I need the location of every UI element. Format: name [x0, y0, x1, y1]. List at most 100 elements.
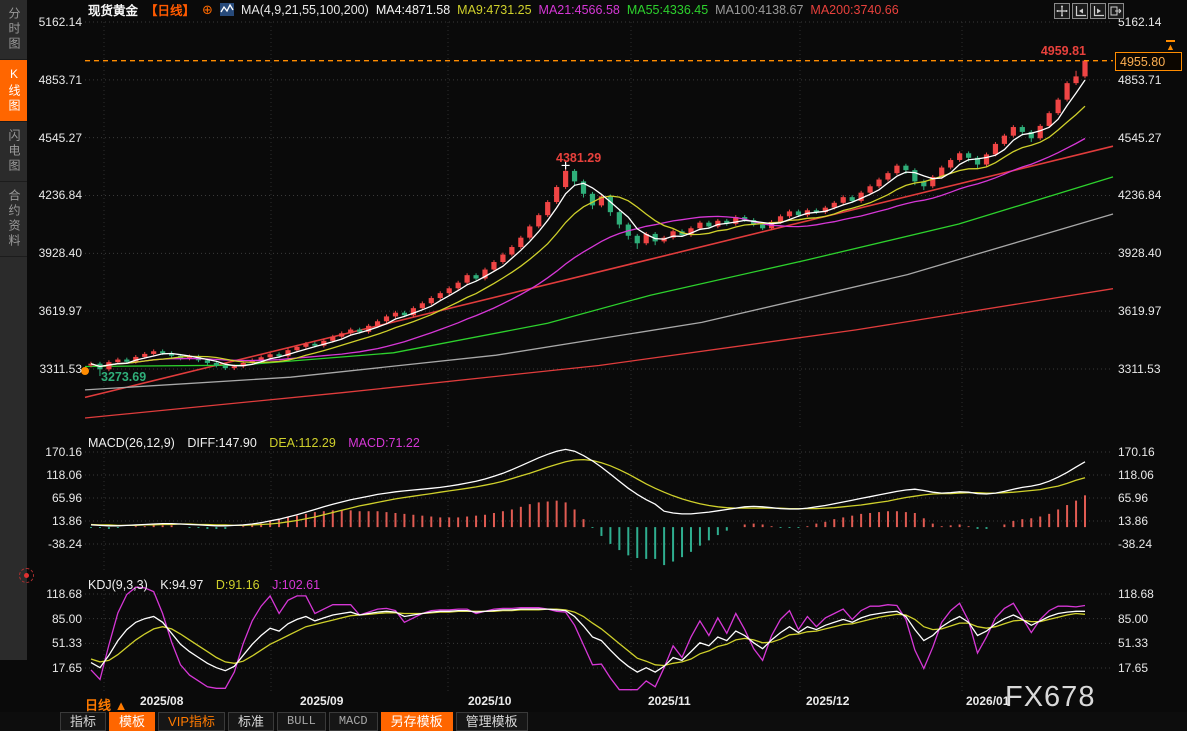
current-price-box[interactable]: 4955.80 — [1115, 52, 1182, 71]
short-ma-lines — [90, 79, 1086, 368]
candle — [88, 363, 94, 366]
macd-settings-label[interactable]: MACD(26,12,9) — [88, 436, 175, 450]
kdj-settings-label[interactable]: KDJ(9,3,3) — [88, 578, 148, 592]
candle — [285, 350, 291, 357]
kdj-pane[interactable] — [90, 586, 1086, 691]
toolbar-button-7[interactable]: 管理模板 — [455, 712, 528, 731]
month-label-2025-11: 2025/11 — [648, 694, 691, 708]
axis-label: 65.96 — [1118, 490, 1149, 505]
candle — [213, 362, 219, 366]
candle — [1055, 99, 1061, 114]
candle — [831, 202, 837, 208]
candle — [652, 233, 658, 242]
candle — [330, 336, 336, 341]
sidebar-item-3[interactable]: 合约资料 — [0, 182, 27, 257]
candle — [366, 325, 372, 332]
ma-overlay-lines — [84, 145, 1114, 419]
pan-move-icon[interactable] — [1054, 3, 1070, 19]
toolbar-button-4[interactable]: BULL — [277, 712, 326, 731]
axis-label: 4545.27 — [38, 130, 82, 145]
axis-label: 13.86 — [51, 514, 82, 528]
candle — [607, 196, 613, 213]
candle — [455, 282, 461, 289]
candle — [939, 167, 945, 177]
period-tag[interactable]: 【日线】 — [145, 4, 196, 18]
axis-zoom-in-icon[interactable] — [1090, 3, 1106, 19]
toolbar-button-0[interactable]: 指标 — [60, 712, 107, 731]
kdj-j-value: J:102.61 — [272, 578, 321, 592]
left-sidebar: 分时图 K线图 闪电图 合约资料 — [0, 0, 27, 660]
candle — [1064, 83, 1070, 100]
footer-period-selector[interactable]: 日线 ▲ — [85, 695, 128, 714]
toolbar-button-1[interactable]: 模板 — [109, 712, 156, 731]
candle — [133, 356, 139, 362]
indicator-chart-icon[interactable] — [219, 3, 234, 16]
axis-label: 118.06 — [46, 467, 82, 482]
candle — [786, 211, 793, 217]
toolbar-button-6[interactable]: 另存模板 — [380, 712, 453, 731]
toolbar-button-3[interactable]: 标准 — [228, 712, 275, 731]
candle — [267, 354, 273, 358]
candle — [106, 362, 112, 370]
candle — [357, 329, 363, 332]
toolbar-button-2[interactable]: VIP指标 — [158, 712, 225, 731]
sidebar-item-2[interactable]: 闪电图 — [0, 122, 27, 182]
macd-title-row: MACD(26,12,9) DIFF:147.90 DEA:112.29 MAC… — [88, 436, 429, 450]
axis-label: 85.00 — [51, 611, 82, 626]
candle — [258, 357, 264, 361]
toolbar-button-5[interactable]: MACD — [328, 712, 378, 731]
axis-label: 51.33 — [1118, 636, 1149, 651]
sidebar-item-1[interactable]: K线图 — [0, 60, 27, 122]
candle — [849, 197, 855, 201]
price-arrow-icon[interactable]: ▲ — [1166, 40, 1175, 52]
alert-dot-icon[interactable] — [19, 568, 34, 583]
axis-label: -38.24 — [47, 537, 82, 551]
candle — [383, 316, 390, 322]
candles-group[interactable] — [88, 59, 1088, 377]
candle — [715, 220, 721, 227]
ma-values-row: MA4:4871.58 MA9:4731.25 MA21:4566.58 MA55:4… — [376, 3, 906, 17]
candle — [142, 353, 148, 357]
candle — [697, 222, 703, 229]
ma-settings-label[interactable]: MA(4,9,21,55,100,200) — [240, 2, 369, 17]
candle — [795, 211, 802, 216]
add-indicator-icon[interactable]: ⊕ — [202, 1, 213, 17]
candle — [204, 360, 211, 363]
candle — [392, 312, 399, 317]
candle — [1082, 60, 1088, 77]
ma-value-label: MA9:4731.25 — [457, 2, 532, 17]
candle — [419, 303, 425, 309]
macd-macd-value: MACD:71.22 — [348, 436, 420, 450]
candle — [509, 247, 515, 255]
candle — [482, 269, 488, 279]
chart-header: 现货黄金 【日线】 ⊕ MA(4,9,21,55,100,200) MA4:48… — [88, 1, 913, 19]
candle — [858, 192, 864, 201]
candle — [168, 353, 175, 356]
candle — [527, 226, 533, 238]
axis-label: 170.16 — [1118, 444, 1155, 459]
axis-label: 4236.84 — [38, 188, 82, 203]
axis-label: 17.65 — [1118, 661, 1149, 675]
candle — [706, 222, 712, 227]
sidebar-item-0[interactable]: 分时图 — [0, 0, 27, 60]
candle — [410, 308, 416, 316]
month-label-2025-09: 2025/09 — [300, 694, 344, 708]
candle — [348, 329, 354, 334]
august-low-label: 3273.69 — [101, 370, 147, 384]
axis-label: 3311.53 — [1118, 362, 1161, 376]
export-window-icon[interactable] — [1108, 3, 1124, 19]
chevron-up-icon: ▲ — [114, 698, 128, 713]
candle — [374, 321, 381, 326]
axis-label: 13.86 — [1118, 514, 1149, 528]
candle — [894, 165, 900, 174]
month-label-2025-12: 2025/12 — [806, 694, 850, 708]
candle — [948, 160, 954, 168]
macd-pane[interactable] — [90, 448, 1086, 566]
axis-label: 3928.40 — [1118, 246, 1162, 261]
axis-label: 4545.27 — [1118, 130, 1162, 145]
axis-zoom-out-icon[interactable] — [1072, 3, 1088, 19]
axis-label: 3928.40 — [38, 246, 82, 261]
candle — [867, 186, 873, 193]
candle — [401, 312, 408, 316]
